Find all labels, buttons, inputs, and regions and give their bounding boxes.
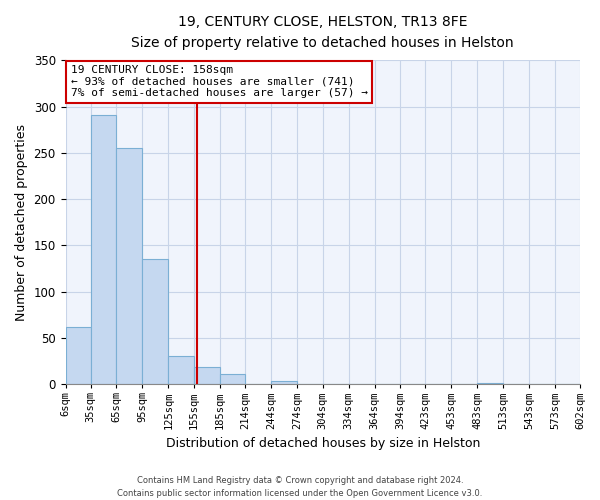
- X-axis label: Distribution of detached houses by size in Helston: Distribution of detached houses by size …: [166, 437, 480, 450]
- Bar: [194, 366, 220, 384]
- Bar: [168, 356, 194, 384]
- Text: Contains HM Land Registry data © Crown copyright and database right 2024.
Contai: Contains HM Land Registry data © Crown c…: [118, 476, 482, 498]
- Bar: [91, 115, 116, 384]
- Bar: [271, 382, 297, 384]
- Bar: [142, 260, 168, 384]
- Bar: [220, 374, 245, 384]
- Y-axis label: Number of detached properties: Number of detached properties: [15, 124, 28, 321]
- Bar: [116, 148, 142, 384]
- Title: 19, CENTURY CLOSE, HELSTON, TR13 8FE
Size of property relative to detached house: 19, CENTURY CLOSE, HELSTON, TR13 8FE Siz…: [131, 15, 514, 50]
- Bar: [65, 327, 91, 384]
- Text: 19 CENTURY CLOSE: 158sqm
← 93% of detached houses are smaller (741)
7% of semi-d: 19 CENTURY CLOSE: 158sqm ← 93% of detach…: [71, 65, 368, 98]
